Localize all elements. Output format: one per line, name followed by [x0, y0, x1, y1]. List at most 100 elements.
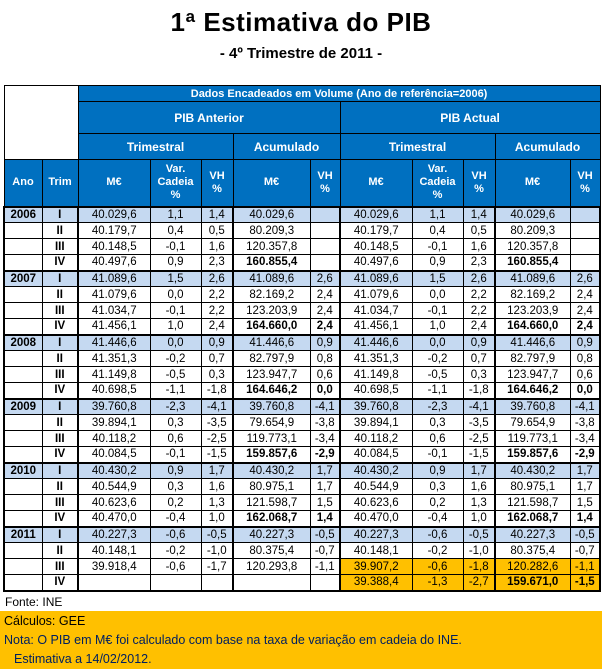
value-cell: -1,0 [200, 542, 234, 559]
value-cell: -0,1 [149, 446, 202, 463]
value-cell: 0,0 [309, 382, 341, 399]
value-cell: 159.857,6 [232, 446, 311, 463]
value-cell: -2,9 [569, 446, 602, 463]
column-header-anterior-acumulado-vh: VH % [309, 159, 341, 207]
value-cell: 40.029,6 [494, 205, 571, 223]
value-cell: 40.227,3 [77, 525, 151, 543]
value-cell: -0,1 [149, 238, 202, 255]
value-cell: 164.646,2 [494, 382, 571, 399]
value-cell: 40.148,5 [77, 238, 151, 255]
quarter-cell: II [41, 222, 79, 239]
year-cell [3, 542, 43, 559]
value-cell: 1,0 [149, 318, 202, 335]
value-cell: -0,6 [149, 558, 202, 575]
column-header-anterior-var-cadeia: Var. Cadeia % [149, 159, 202, 207]
quarter-cell: II [41, 414, 79, 431]
value-cell: -1,8 [462, 382, 496, 399]
value-cell: -0,2 [411, 542, 464, 559]
year-cell: 2006 [3, 205, 43, 223]
value-cell: 39.894,1 [339, 414, 413, 431]
value-cell: 41.089,6 [77, 269, 151, 287]
table-header: Dados Encadeados em Volume (Ano de refer… [3, 85, 601, 207]
value-cell: 2,3 [200, 254, 234, 271]
year-cell [3, 414, 43, 431]
value-cell: -1,8 [462, 558, 496, 575]
quarter-cell: I [41, 205, 79, 223]
value-cell: 0,3 [149, 478, 202, 495]
value-cell: 2,3 [462, 254, 496, 271]
value-cell [569, 205, 602, 223]
page-title: 1ª Estimativa do PIB [170, 7, 432, 37]
value-cell: 0,3 [411, 414, 464, 431]
value-cell: 0,6 [411, 430, 464, 447]
value-cell: 162.068,7 [232, 510, 311, 527]
year-cell [3, 382, 43, 399]
value-cell: 2,6 [462, 269, 496, 287]
value-cell: 39.894,1 [77, 414, 151, 431]
value-cell: 1,0 [462, 510, 496, 527]
value-cell: 0,6 [569, 366, 602, 383]
value-cell: 0,0 [569, 382, 602, 399]
value-cell: 41.089,6 [339, 269, 413, 287]
column-header-actual-me: M€ [339, 159, 413, 207]
subgroup-actual-trimestral: Trimestral [339, 133, 496, 160]
value-cell: 0,2 [149, 494, 202, 511]
quarter-cell: IV [41, 254, 79, 271]
value-cell: -2,5 [462, 430, 496, 447]
column-header-actual-acumulado-vh: VH % [569, 159, 601, 207]
value-cell: 41.079,6 [77, 286, 151, 303]
value-cell: 40.148,1 [77, 542, 151, 559]
value-cell: 40.148,5 [339, 238, 413, 255]
value-cell: 41.351,3 [77, 350, 151, 367]
value-cell: -2,7 [462, 574, 496, 592]
value-cell: 39.907,2 [339, 558, 413, 575]
value-cell: 0,9 [569, 333, 602, 351]
value-cell: -0,5 [569, 525, 602, 543]
page-subtitle: - 4º Trimestre de 2011 - [219, 45, 383, 62]
value-cell: 82.169,2 [232, 286, 311, 303]
value-cell: -0,1 [411, 446, 464, 463]
value-cell: 1,7 [309, 478, 341, 495]
year-cell [3, 366, 43, 383]
value-cell [149, 574, 202, 592]
value-cell: -1,1 [411, 382, 464, 399]
value-cell: 164.660,0 [494, 318, 571, 335]
year-cell [3, 446, 43, 463]
value-cell: 1,7 [309, 461, 341, 479]
value-cell: 2,6 [569, 269, 602, 287]
value-cell: 41.034,7 [77, 302, 151, 319]
value-cell: 82.169,2 [494, 286, 571, 303]
banner-header: Dados Encadeados em Volume (Ano de refer… [77, 85, 601, 102]
value-cell [200, 574, 234, 592]
value-cell: 1,7 [462, 461, 496, 479]
value-cell: 40.084,5 [77, 446, 151, 463]
value-cell: 40.148,1 [339, 542, 413, 559]
value-cell: 40.623,6 [339, 494, 413, 511]
value-cell: -2,9 [309, 446, 341, 463]
value-cell [232, 574, 311, 592]
value-cell: 121.598,7 [232, 494, 311, 511]
value-cell: 40.084,5 [339, 446, 413, 463]
value-cell: -0,6 [411, 525, 464, 543]
value-cell: 120.357,8 [494, 238, 571, 255]
value-cell: 40.118,2 [339, 430, 413, 447]
value-cell: 0,9 [149, 461, 202, 479]
column-header-actual-vh: VH % [462, 159, 496, 207]
value-cell: 0,4 [411, 222, 464, 239]
value-cell: 40.698,5 [77, 382, 151, 399]
year-cell [3, 494, 43, 511]
value-cell: -0,5 [200, 525, 234, 543]
year-cell [3, 574, 43, 592]
value-cell: 40.179,7 [77, 222, 151, 239]
quarter-cell: III [41, 494, 79, 511]
value-cell [309, 222, 341, 239]
value-cell: 82.797,9 [232, 350, 311, 367]
value-cell: -3,4 [309, 430, 341, 447]
table-row: 2007 I 41.089,6 1,5 2,6 41.089,6 2,6 41.089,6 1,… [3, 269, 602, 287]
value-cell: 119.773,1 [232, 430, 311, 447]
quarter-cell: I [41, 525, 79, 543]
table-row: II 40.544,9 0,3 1,6 80.975,1 1,7 40.544,9 0,3 1,… [3, 478, 602, 495]
value-cell: 2,6 [200, 269, 234, 287]
value-cell: -0,5 [149, 366, 202, 383]
